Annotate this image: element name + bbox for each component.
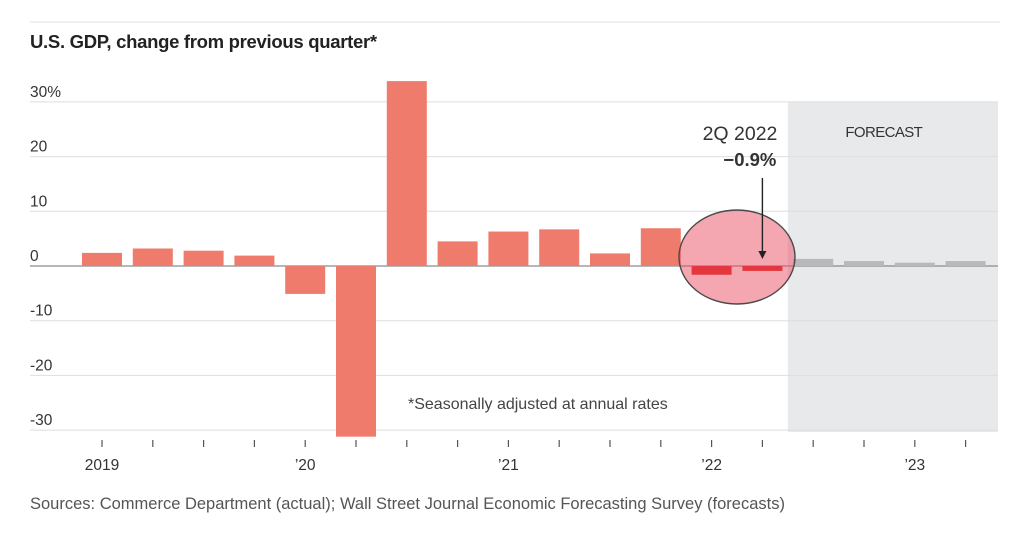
y-tick-label: -20 xyxy=(30,357,53,374)
forecast-bar-14 xyxy=(793,258,834,266)
x-tick-label: ’20 xyxy=(295,457,316,474)
highlighted-bars xyxy=(691,266,783,275)
actual-bar-5 xyxy=(336,266,376,437)
forecast-label: FORECAST xyxy=(845,124,922,141)
actual-bar-13 xyxy=(742,266,783,271)
bars xyxy=(82,81,986,437)
actual-bar-2 xyxy=(183,250,224,266)
x-tick-label: ’22 xyxy=(701,457,722,474)
actual-bar-1 xyxy=(132,248,173,266)
annotation-value: −0.9% xyxy=(723,149,776,170)
actual-bar-7 xyxy=(437,241,478,266)
y-tick-label: 10 xyxy=(30,193,48,210)
annotation-label: 2Q 2022 xyxy=(703,123,778,145)
actual-bar-8 xyxy=(488,231,529,266)
footnote: *Seasonally adjusted at annual rates xyxy=(408,396,668,413)
actual-bar-6 xyxy=(386,81,427,266)
x-axis: 2019 ’20 ’21 ’22 ’23 xyxy=(85,440,967,474)
y-tick-label: 20 xyxy=(30,139,48,156)
forecast-bar-15 xyxy=(844,261,884,266)
actual-bar-4 xyxy=(285,266,326,294)
actual-bar-10 xyxy=(590,253,630,266)
y-tick-label: 0 xyxy=(30,248,39,265)
forecast-bar-16 xyxy=(894,262,935,266)
x-tick-label: ’23 xyxy=(904,457,925,474)
actual-bar-9 xyxy=(539,229,580,266)
y-tick-label: 30% xyxy=(30,84,61,101)
forecast-band xyxy=(787,101,998,433)
forecast-bar-17 xyxy=(945,261,986,266)
y-tick-label: -30 xyxy=(30,412,53,429)
actual-bar-0 xyxy=(82,252,122,266)
y-tick-label: -10 xyxy=(30,303,53,320)
gridlines: 30% 20 10 0 -10 -20 -30 xyxy=(30,84,998,431)
chart-title: U.S. GDP, change from previous quarter* xyxy=(30,31,378,52)
actual-bar-3 xyxy=(234,255,275,266)
actual-bar-12 xyxy=(691,266,732,275)
source-note: Sources: Commerce Department (actual); W… xyxy=(30,495,785,513)
actual-bar-11 xyxy=(640,228,681,266)
highlight-circle xyxy=(678,209,796,305)
x-tick-label: ’21 xyxy=(498,457,519,474)
annotation-arrow-head xyxy=(758,251,767,259)
x-tick-label: 2019 xyxy=(85,457,119,474)
